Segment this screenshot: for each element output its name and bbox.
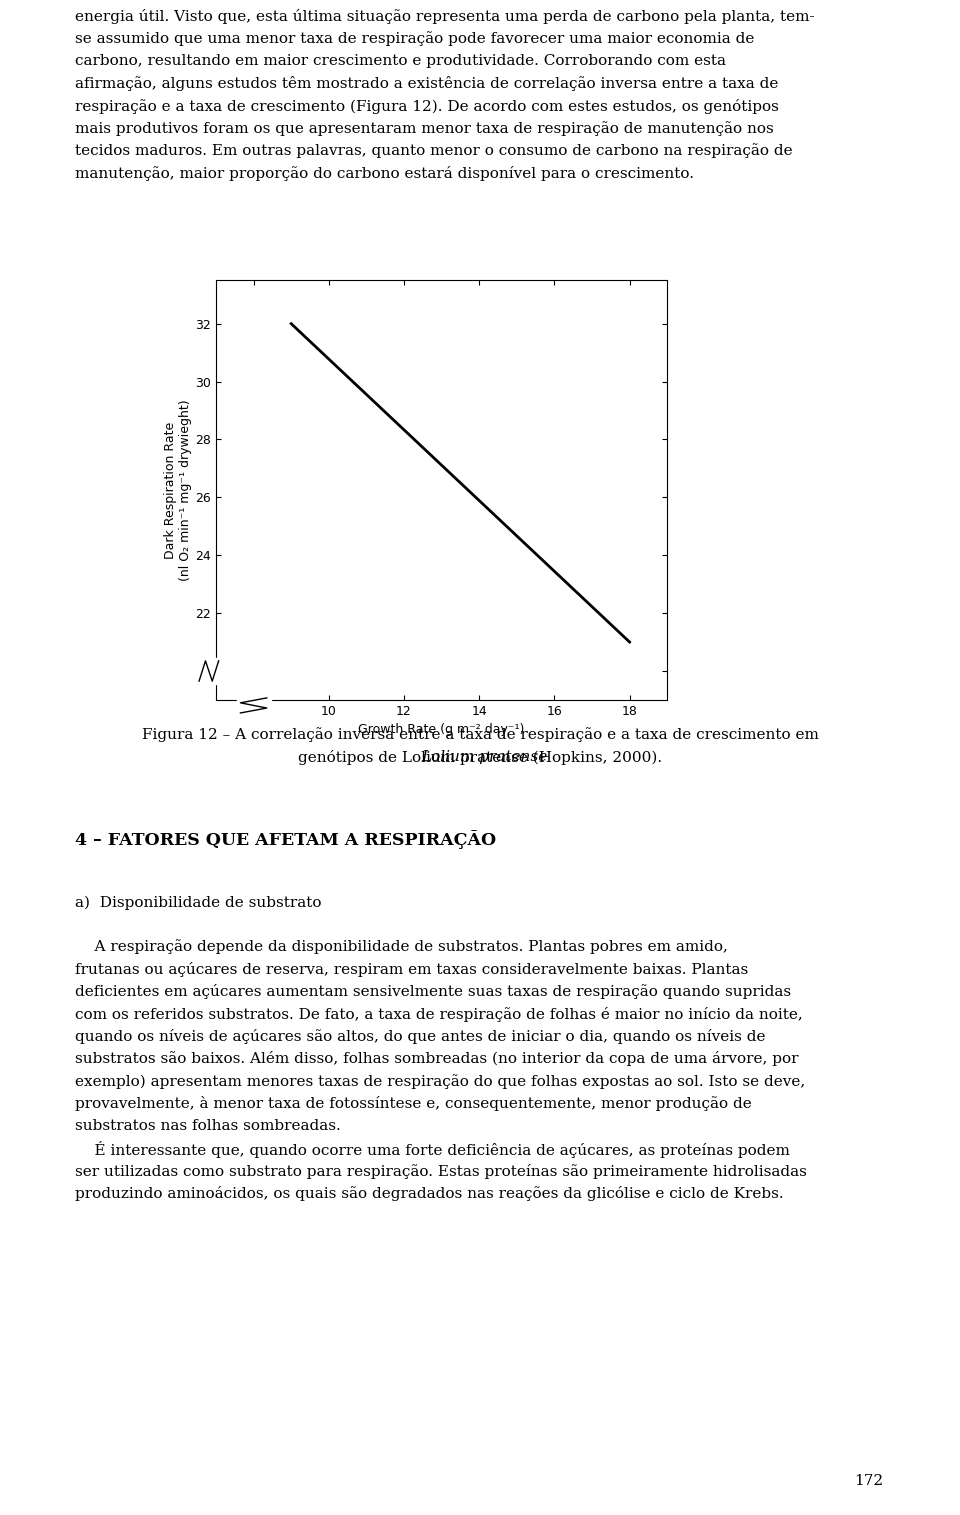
- Y-axis label: Dark Respiration Rate
(nl O₂ min⁻¹ mg⁻¹ drywieght): Dark Respiration Rate (nl O₂ min⁻¹ mg⁻¹ …: [164, 400, 193, 580]
- Text: substratos são baixos. Além disso, folhas sombreadas (no interior da copa de uma: substratos são baixos. Além disso, folha…: [75, 1051, 799, 1067]
- Text: genótipos de Lolium pratense (Hopkins, 2000).: genótipos de Lolium pratense (Hopkins, 2…: [298, 750, 662, 765]
- Text: substratos nas folhas sombreadas.: substratos nas folhas sombreadas.: [75, 1118, 341, 1133]
- Text: Figura 12 – A correlação inversa entre a taxa de respiração e a taxa de crescime: Figura 12 – A correlação inversa entre a…: [141, 727, 819, 742]
- Text: mais produtivos foram os que apresentaram menor taxa de respiração de manutenção: mais produtivos foram os que apresentara…: [75, 121, 774, 136]
- Text: respiração e a taxa de crescimento (Figura 12). De acordo com estes estudos, os : respiração e a taxa de crescimento (Figu…: [75, 98, 779, 114]
- Text: provavelmente, à menor taxa de fotossíntese e, consequentemente, menor produção : provavelmente, à menor taxa de fotossínt…: [75, 1097, 752, 1112]
- Text: a)  Disponibilidade de substrato: a) Disponibilidade de substrato: [75, 895, 322, 909]
- Text: carbono, resultando em maior crescimento e produtividade. Corroborando com esta: carbono, resultando em maior crescimento…: [75, 55, 726, 68]
- Text: A respiração depende da disponibilidade de substratos. Plantas pobres em amido,: A respiração depende da disponibilidade …: [75, 939, 728, 954]
- Text: 4 – FATORES QUE AFETAM A RESPIRAÇÃO: 4 – FATORES QUE AFETAM A RESPIRAÇÃO: [75, 830, 496, 850]
- Text: com os referidos substratos. De fato, a taxa de respiração de folhas é maior no : com os referidos substratos. De fato, a …: [75, 1006, 803, 1021]
- Text: É interessante que, quando ocorre uma forte deficiência de açúcares, as proteína: É interessante que, quando ocorre uma fo…: [75, 1141, 790, 1157]
- Text: energia útil. Visto que, esta última situação representa uma perda de carbono pe: energia útil. Visto que, esta última sit…: [75, 9, 814, 24]
- Text: deficientes em açúcares aumentam sensivelmente suas taxas de respiração quando s: deficientes em açúcares aumentam sensive…: [75, 985, 791, 1000]
- Text: ser utilizadas como substrato para respiração. Estas proteínas são primeiramente: ser utilizadas como substrato para respi…: [75, 1164, 806, 1179]
- Text: Lolium pratense: Lolium pratense: [421, 750, 547, 764]
- Text: exemplo) apresentam menores taxas de respiração do que folhas expostas ao sol. I: exemplo) apresentam menores taxas de res…: [75, 1074, 805, 1089]
- Text: quando os níveis de açúcares são altos, do que antes de iniciar o dia, quando os: quando os níveis de açúcares são altos, …: [75, 1029, 765, 1044]
- Text: frutanas ou açúcares de reserva, respiram em taxas consideravelmente baixas. Pla: frutanas ou açúcares de reserva, respira…: [75, 962, 748, 977]
- Text: manutenção, maior proporção do carbono estará disponível para o crescimento.: manutenção, maior proporção do carbono e…: [75, 167, 694, 182]
- Text: afirmação, alguns estudos têm mostrado a existência de correlação inversa entre : afirmação, alguns estudos têm mostrado a…: [75, 76, 779, 91]
- Text: produzindo aminoácidos, os quais são degradados nas reações da glicólise e ciclo: produzindo aminoácidos, os quais são deg…: [75, 1186, 783, 1201]
- X-axis label: Growth Rate (g m⁻² day⁻¹): Growth Rate (g m⁻² day⁻¹): [358, 723, 525, 736]
- Text: 172: 172: [854, 1474, 883, 1488]
- Text: se assumido que uma menor taxa de respiração pode favorecer uma maior economia d: se assumido que uma menor taxa de respir…: [75, 32, 755, 47]
- Text: tecidos maduros. Em outras palavras, quanto menor o consumo de carbono na respir: tecidos maduros. Em outras palavras, qua…: [75, 144, 793, 159]
